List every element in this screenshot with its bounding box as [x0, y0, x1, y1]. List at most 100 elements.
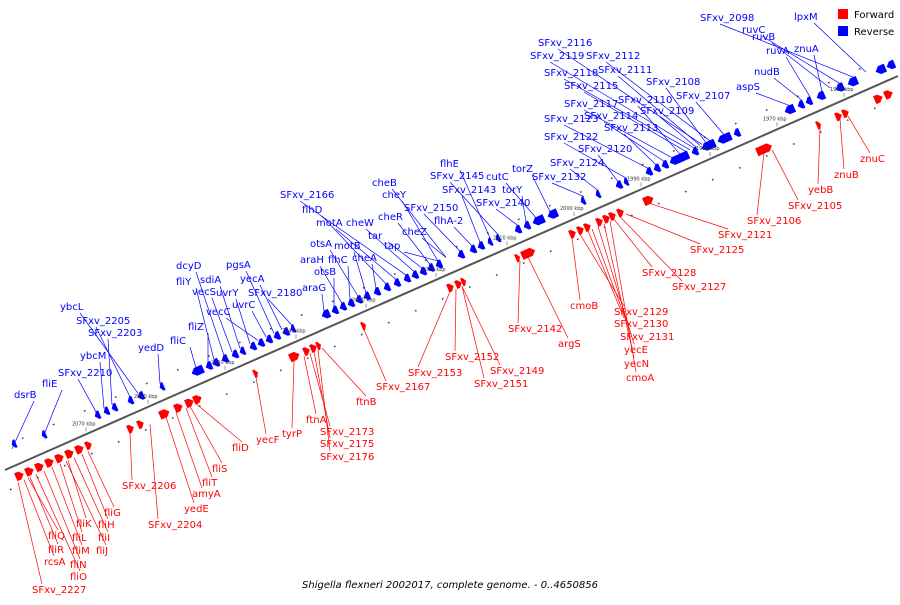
gene-label[interactable]: SFxv_2153 — [408, 368, 462, 379]
gene-label[interactable]: yedE — [184, 504, 209, 515]
gene-label[interactable]: SFxv_2173 — [320, 427, 374, 438]
gene-label[interactable]: SFxv_2121 — [718, 230, 772, 241]
forward-gene-arrow[interactable] — [755, 142, 773, 157]
reverse-gene-arrow[interactable] — [320, 308, 332, 320]
gene-label[interactable]: yecF — [256, 435, 280, 446]
forward-gene-arrow[interactable] — [815, 120, 822, 130]
gene-label[interactable]: SFxv_2151 — [474, 379, 528, 390]
gene-label[interactable]: vecS — [192, 287, 216, 298]
gene-label[interactable]: SFxv_2150 — [404, 203, 458, 214]
gene-label[interactable]: vecC — [206, 307, 231, 318]
gene-label[interactable]: SFxv_2204 — [148, 520, 202, 531]
reverse-gene-arrow[interactable] — [158, 382, 166, 391]
gene-label[interactable]: otsA — [310, 239, 332, 250]
gene-label[interactable]: SFxv_2131 — [620, 332, 674, 343]
forward-gene-arrow[interactable] — [360, 321, 367, 331]
gene-label[interactable]: SFxv_2149 — [490, 366, 544, 377]
forward-gene-arrow[interactable] — [514, 253, 521, 263]
forward-gene-arrow[interactable] — [84, 440, 93, 451]
gene-label[interactable]: rcsA — [44, 557, 66, 568]
gene-label[interactable]: SFxv_2142 — [508, 324, 562, 335]
forward-gene-arrow[interactable] — [576, 225, 585, 236]
reverse-gene-arrow[interactable] — [272, 330, 282, 341]
reverse-gene-arrow[interactable] — [652, 163, 662, 174]
forward-gene-arrow[interactable] — [460, 277, 467, 287]
gene-label[interactable]: ybcM — [80, 351, 106, 362]
gene-label[interactable]: uvrC — [232, 300, 255, 311]
gene-label[interactable]: fliY — [176, 277, 192, 288]
gene-label[interactable]: flhE — [440, 159, 459, 170]
gene-label[interactable]: SFxv_2111 — [598, 65, 652, 76]
gene-label[interactable]: fliM — [72, 546, 90, 557]
gene-label[interactable]: argS — [558, 339, 581, 350]
gene-label[interactable]: flhD — [302, 205, 323, 216]
gene-label[interactable]: cmoA — [626, 373, 654, 384]
reverse-gene-arrow[interactable] — [102, 406, 111, 416]
forward-gene-arrow[interactable] — [184, 397, 195, 409]
gene-label[interactable]: flhA-2 — [434, 216, 463, 227]
forward-gene-arrow[interactable] — [568, 229, 577, 239]
gene-label[interactable]: SFxv_2120 — [578, 144, 632, 155]
gene-label[interactable]: amyA — [192, 489, 221, 500]
reverse-gene-arrow[interactable] — [716, 131, 733, 145]
forward-gene-arrow[interactable] — [883, 89, 894, 100]
reverse-gene-arrow[interactable] — [248, 341, 258, 352]
gene-label[interactable]: fliZ — [188, 322, 204, 333]
gene-label[interactable]: SFxv_2128 — [642, 268, 696, 279]
gene-label[interactable]: cheW — [346, 218, 374, 229]
reverse-gene-arrow[interactable] — [885, 59, 897, 71]
gene-label[interactable]: SFxv_2118 — [544, 68, 598, 79]
gene-label[interactable]: cheR — [378, 212, 403, 223]
forward-gene-arrow[interactable] — [24, 466, 35, 477]
gene-label[interactable]: SFxv_2112 — [586, 51, 640, 62]
gene-label[interactable]: SFxv_2129 — [614, 307, 668, 318]
reverse-gene-arrow[interactable] — [522, 220, 532, 231]
forward-gene-arrow[interactable] — [44, 457, 55, 468]
forward-gene-arrow[interactable] — [288, 351, 300, 363]
forward-gene-arrow[interactable] — [616, 207, 625, 218]
gene-label[interactable]: fliQ — [48, 531, 65, 542]
forward-gene-arrow[interactable] — [302, 346, 311, 357]
gene-label[interactable]: araG — [302, 283, 326, 294]
gene-label[interactable]: SFxv_2107 — [676, 91, 730, 102]
forward-gene-arrow[interactable] — [173, 402, 184, 413]
reverse-gene-arrow[interactable] — [513, 224, 523, 235]
forward-gene-arrow[interactable] — [136, 419, 145, 430]
gene-label[interactable]: SFxv_2145 — [430, 171, 484, 182]
gene-label[interactable]: SFxv_2205 — [76, 316, 130, 327]
reverse-gene-arrow[interactable] — [211, 357, 221, 368]
reverse-gene-arrow[interactable] — [660, 159, 670, 170]
gene-label[interactable]: lpxM — [794, 12, 818, 23]
reverse-gene-arrow[interactable] — [468, 244, 478, 255]
gene-label[interactable]: flhC — [328, 255, 348, 266]
gene-label[interactable]: yecA — [240, 274, 265, 285]
gene-label[interactable]: fliO — [70, 572, 87, 583]
gene-label[interactable]: SFxv_2125 — [690, 245, 744, 256]
reverse-gene-arrow[interactable] — [494, 233, 502, 243]
gene-label[interactable]: ybcL — [60, 302, 84, 313]
reverse-gene-arrow[interactable] — [372, 286, 382, 297]
forward-gene-arrow[interactable] — [595, 217, 604, 227]
gene-label[interactable]: fliL — [72, 533, 87, 544]
reverse-gene-arrow[interactable] — [594, 189, 602, 199]
forward-gene-arrow[interactable] — [608, 211, 617, 222]
forward-gene-arrow[interactable] — [74, 444, 85, 455]
gene-label[interactable]: ruvC — [742, 25, 765, 36]
gene-label[interactable]: SFxv_2108 — [646, 77, 700, 88]
forward-gene-arrow[interactable] — [34, 461, 45, 473]
forward-gene-arrow[interactable] — [192, 394, 203, 405]
forward-gene-arrow[interactable] — [14, 470, 25, 482]
gene-label[interactable]: ftnA — [306, 415, 327, 426]
reverse-gene-arrow[interactable] — [330, 305, 340, 316]
reverse-gene-arrow[interactable] — [93, 410, 102, 420]
forward-gene-arrow[interactable] — [841, 108, 850, 119]
forward-gene-arrow[interactable] — [834, 111, 843, 122]
forward-gene-arrow[interactable] — [54, 453, 65, 464]
gene-label[interactable]: SFxv_2166 — [280, 190, 334, 201]
reverse-gene-arrow[interactable] — [402, 273, 412, 284]
gene-label[interactable]: ftnB — [356, 397, 377, 408]
reverse-gene-arrow[interactable] — [690, 146, 700, 157]
gene-label[interactable]: SFxv_2175 — [320, 439, 374, 450]
reverse-gene-arrow[interactable] — [622, 177, 630, 187]
gene-label[interactable]: cutC — [486, 172, 509, 183]
